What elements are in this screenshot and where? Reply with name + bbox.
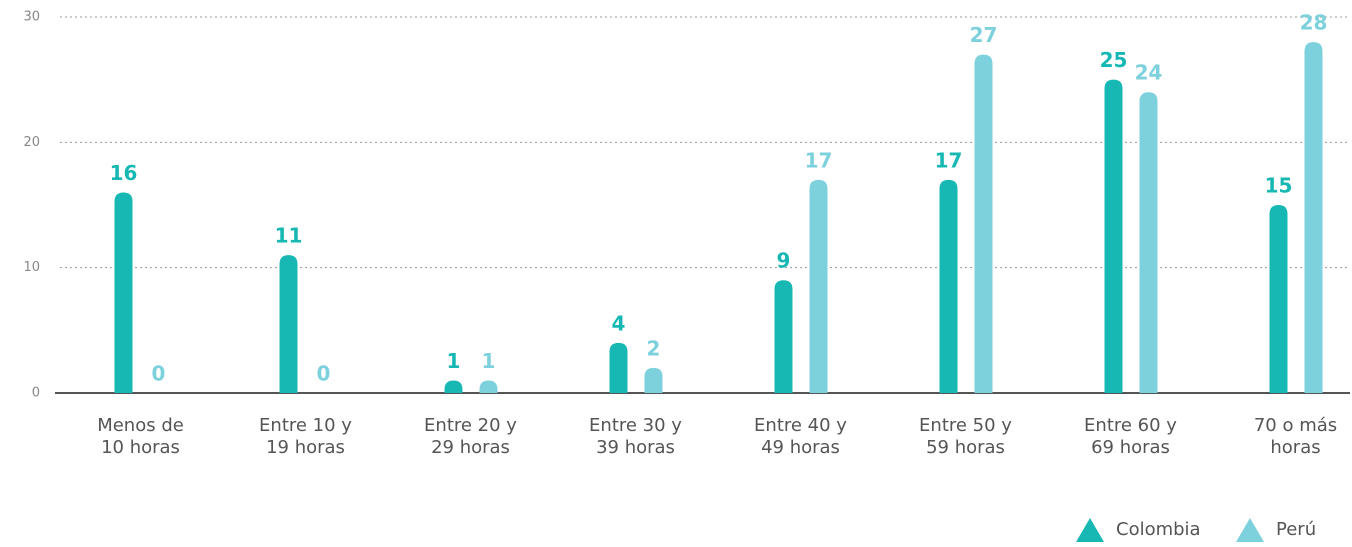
bar	[114, 192, 133, 393]
y-tick-label: 0	[32, 386, 40, 401]
y-tick-label: 10	[23, 260, 40, 275]
bar	[1139, 92, 1158, 393]
bar	[939, 179, 958, 393]
x-tick-label: Entre 40 y 49 horas	[754, 415, 847, 458]
x-tick-label: Entre 10 y 19 horas	[259, 415, 352, 458]
data-label: 27	[970, 23, 998, 47]
bar	[279, 255, 298, 393]
bar	[609, 342, 628, 393]
legend-marker	[1076, 518, 1104, 542]
data-label: 0	[317, 362, 331, 386]
data-label: 2	[647, 336, 661, 360]
legend-marker	[1236, 518, 1264, 542]
data-label: 17	[935, 148, 963, 172]
data-label: 4	[612, 311, 626, 335]
x-tick-label: Entre 50 y 59 horas	[919, 415, 1012, 458]
legend-label: Colombia	[1116, 519, 1201, 540]
data-label: 25	[1100, 48, 1128, 72]
data-label: 16	[110, 161, 138, 185]
bar	[1304, 42, 1323, 394]
bar	[809, 179, 828, 393]
bar	[479, 380, 498, 393]
bar	[644, 367, 663, 393]
data-label: 28	[1300, 11, 1328, 35]
data-label: 0	[152, 362, 166, 386]
bar	[974, 54, 993, 393]
x-tick-label: Menos de 10 horas	[97, 415, 184, 458]
x-tick-label: Entre 20 y 29 horas	[424, 415, 517, 458]
bar	[1104, 79, 1123, 394]
y-tick-label: 30	[23, 10, 40, 25]
data-label: 24	[1135, 61, 1163, 85]
legend-label: Perú	[1276, 519, 1316, 540]
bar	[774, 280, 793, 393]
x-tick-label: Entre 60 y 69 horas	[1084, 415, 1177, 458]
x-tick-label: Entre 30 y 39 horas	[589, 415, 682, 458]
data-label: 11	[275, 224, 303, 248]
data-label: 1	[447, 349, 461, 373]
data-label: 1	[482, 349, 496, 373]
data-label: 9	[777, 249, 791, 273]
data-label: 17	[805, 148, 833, 172]
y-tick-label: 20	[23, 135, 40, 150]
data-label: 15	[1265, 174, 1293, 198]
bar	[1269, 205, 1288, 393]
bar	[444, 380, 463, 393]
x-tick-label: 70 o más horas	[1253, 415, 1338, 458]
